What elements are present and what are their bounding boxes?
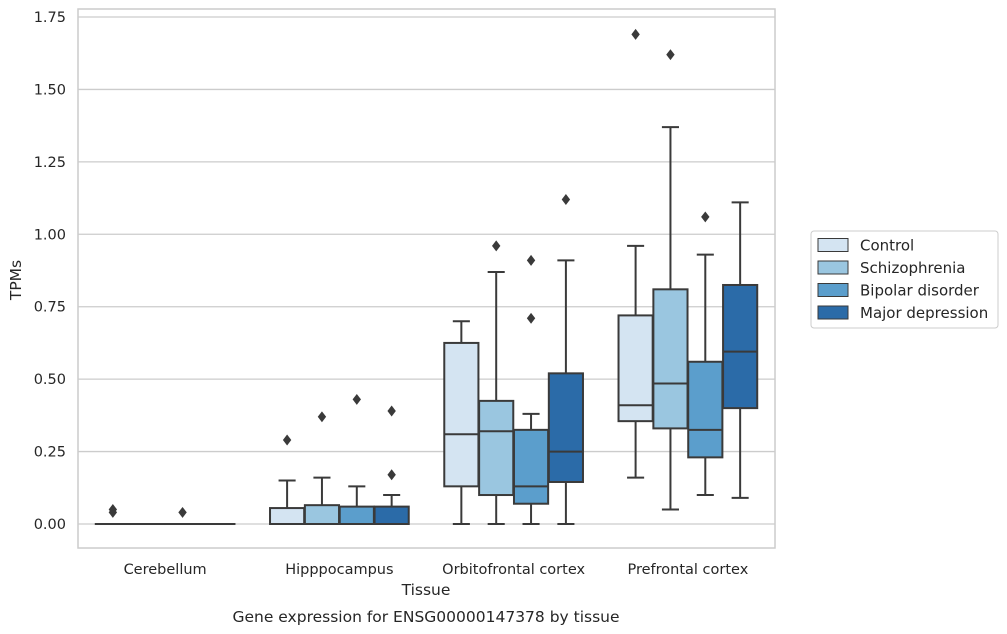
legend-label: Major depression	[860, 304, 988, 322]
box-prefrontal-cortex-major-depression	[722, 201, 759, 499]
outlier-point	[701, 211, 710, 223]
box-iqr	[652, 288, 689, 430]
box-cerebellum-bipolar-disorder	[164, 506, 201, 526]
legend: Control Schizophrenia Bipolar disorder Majo…	[810, 230, 999, 329]
x-tick-label: Prefrontal cortex	[627, 562, 748, 578]
x-axis-ticks: Cerebellum Hipppocampus Orbitofrontal cort…	[124, 562, 749, 578]
x-tick-label: Hipppocampus	[285, 562, 393, 578]
outlier-point	[108, 506, 118, 518]
box-iqr	[687, 360, 724, 459]
box-iqr	[617, 314, 654, 423]
legend-swatch	[817, 305, 849, 320]
box-orbitofrontal-cortex-major-depression	[547, 194, 584, 525]
outlier-point	[526, 312, 536, 324]
outlier-point	[561, 194, 571, 205]
box-orbitofrontal-cortex-control	[443, 320, 480, 525]
outlier-point	[352, 393, 361, 405]
box-plot-area	[94, 28, 759, 526]
outlier-point	[492, 240, 501, 252]
y-axis-ticks: 0.00 0.25 0.50 0.75 1.00 1.25 1.50 1.75	[34, 10, 66, 533]
box-prefrontal-cortex-schizophrenia	[652, 49, 689, 511]
chart-caption: Gene expression for ENSG00000147378 by t…	[232, 608, 619, 626]
box-iqr	[478, 399, 515, 497]
y-tick-label: 0.25	[34, 445, 66, 461]
box-hipppocampus-control	[269, 434, 306, 525]
box-iqr	[269, 507, 306, 525]
y-tick-label: 0.00	[34, 517, 66, 533]
box-orbitofrontal-cortex-bipolar-disorder	[512, 254, 550, 525]
legend-swatch	[817, 238, 849, 252]
y-tick-label: 1.50	[34, 82, 66, 98]
legend-frame	[810, 230, 999, 329]
legend-label: Control	[860, 237, 914, 255]
x-tick-label: Cerebellum	[124, 562, 207, 578]
y-tick-label: 0.50	[34, 372, 66, 388]
outlier-point	[387, 469, 396, 481]
y-axis-title: TPMs	[7, 260, 25, 301]
gridlines	[78, 16, 775, 525]
outlier-point	[666, 49, 675, 61]
y-tick-label: 1.25	[34, 155, 66, 171]
box-iqr	[722, 283, 759, 410]
outlier-point	[631, 28, 640, 40]
box-iqr	[512, 428, 550, 505]
box-hipppocampus-major-depression	[373, 405, 410, 526]
x-tick-label: Orbitofrontal cortex	[442, 562, 585, 578]
box-iqr	[547, 372, 584, 483]
y-tick-label: 1.75	[34, 10, 66, 26]
y-tick-label: 1.00	[34, 227, 66, 243]
legend-label: Schizophrenia	[860, 259, 965, 277]
box-prefrontal-cortex-control	[617, 28, 654, 479]
box-iqr	[373, 505, 410, 526]
box-iqr	[303, 504, 341, 526]
box-prefrontal-cortex-bipolar-disorder	[687, 211, 724, 497]
box-orbitofrontal-cortex-schizophrenia	[478, 240, 515, 525]
outlier-point	[178, 506, 187, 518]
box-iqr	[338, 505, 375, 526]
plot-frame	[77, 8, 776, 549]
y-tick-label: 0.75	[34, 300, 66, 316]
legend-swatch	[817, 283, 849, 297]
box-iqr	[443, 341, 480, 488]
outlier-point	[387, 405, 396, 417]
legend-swatch	[817, 260, 849, 275]
outlier-point	[282, 434, 292, 446]
outlier-point	[526, 254, 536, 266]
box-cerebellum-control	[94, 504, 131, 526]
box-hipppocampus-bipolar-disorder	[338, 393, 375, 526]
outlier-point	[317, 411, 327, 423]
x-axis-title: Tissue	[401, 581, 451, 599]
legend-label: Bipolar disorder	[860, 282, 980, 300]
box-hipppocampus-schizophrenia	[303, 411, 341, 526]
